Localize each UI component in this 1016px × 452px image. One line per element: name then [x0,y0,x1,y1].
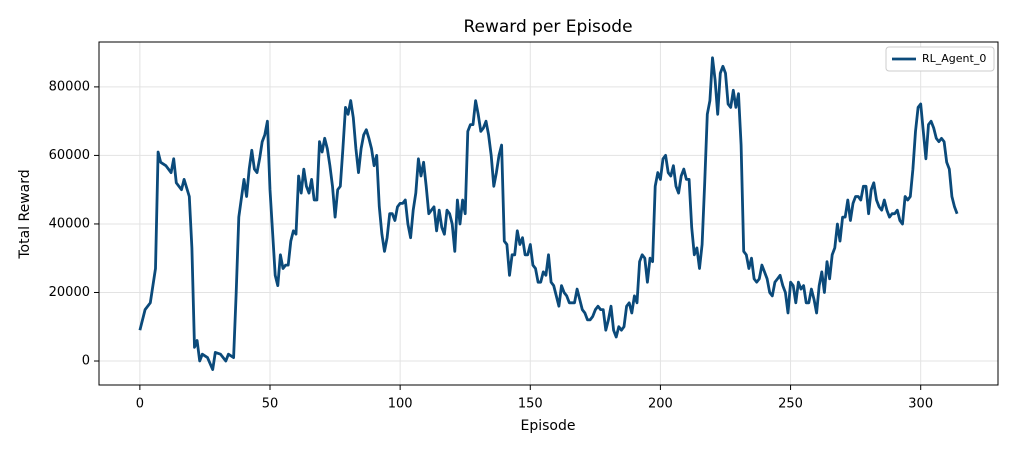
y-tick-label: 40000 [49,216,90,231]
x-tick-label: 250 [778,397,803,412]
x-tick-label: 150 [518,397,543,412]
x-tick-label: 0 [136,397,144,412]
x-tick-label: 50 [262,397,279,412]
plot-frame [98,41,999,386]
y-tick-label: 80000 [49,79,90,94]
y-tick-label: 0 [82,354,90,369]
x-tick-label: 200 [648,397,673,412]
x-tick-label: 300 [908,397,933,412]
series-line [138,56,959,371]
x-axis-label: Episode [521,418,576,434]
x-tick-label: 100 [388,397,413,412]
y-tick-label: 20000 [49,285,90,300]
legend-box [885,46,995,72]
chart-title: Reward per Episode [463,17,632,37]
y-axis-label: Total Reward [17,169,33,259]
y-tick-label: 60000 [49,148,90,163]
legend-label: RL_Agent_0 [922,52,986,65]
